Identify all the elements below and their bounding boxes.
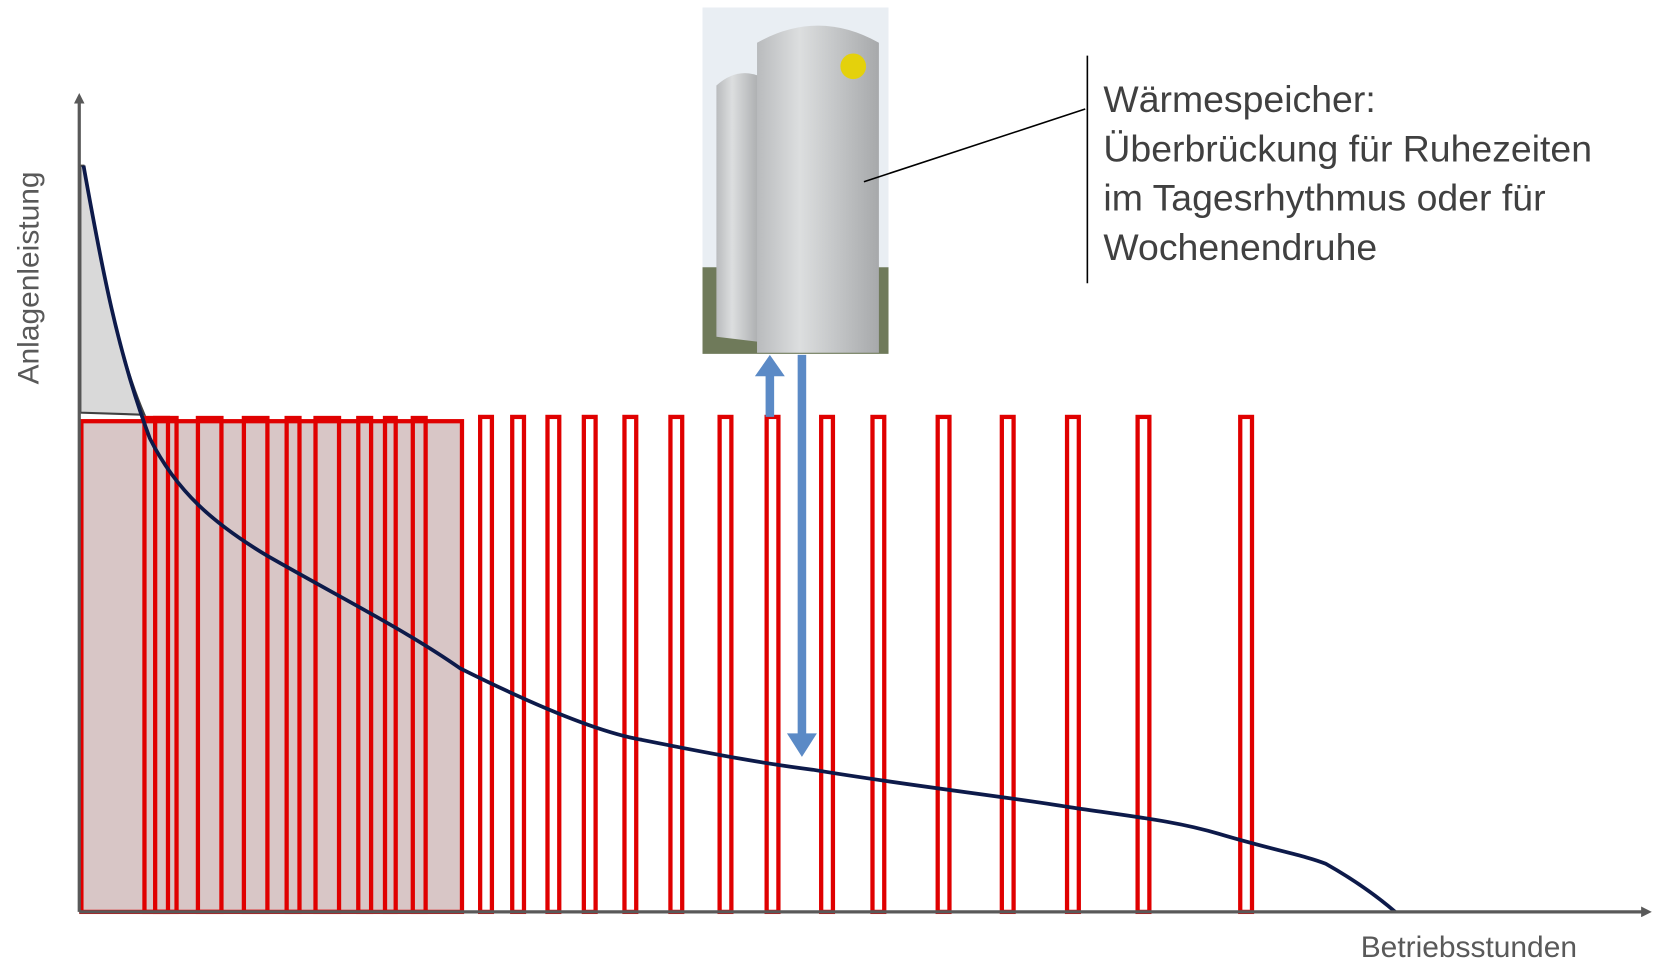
load-bar — [872, 417, 884, 912]
load-bar — [720, 417, 732, 912]
load-bar — [480, 417, 492, 912]
base-load-block — [81, 421, 462, 912]
load-bar — [584, 417, 596, 912]
load-bar — [821, 417, 833, 912]
load-bar — [1002, 417, 1014, 912]
callout-line — [864, 109, 1085, 182]
annotation-line: Wärmespeicher: — [1103, 78, 1375, 120]
annotation-line: Wochenendruhe — [1103, 226, 1377, 268]
load-bar — [1240, 417, 1252, 912]
diagram: Anlagenleistung Betriebsstunden Wärmespe… — [0, 0, 1668, 960]
annotation: Wärmespeicher: Überbrückung für Ruhezeite… — [1103, 78, 1592, 268]
load-bar — [938, 417, 950, 912]
y-axis-label: Anlagenleistung — [13, 171, 46, 384]
annotation-line: im Tagesrhythmus oder für — [1103, 177, 1545, 219]
annotation-line: Überbrückung für Ruhezeiten — [1103, 127, 1592, 169]
load-bar — [767, 417, 779, 912]
load-bar — [547, 417, 559, 912]
load-bar — [670, 417, 682, 912]
load-bar — [1138, 417, 1150, 912]
load-bar — [512, 417, 524, 912]
load-bar — [1067, 417, 1079, 912]
x-axis-label: Betriebsstunden — [1361, 931, 1577, 960]
storage-photo — [703, 7, 889, 353]
load-bar — [624, 417, 636, 912]
